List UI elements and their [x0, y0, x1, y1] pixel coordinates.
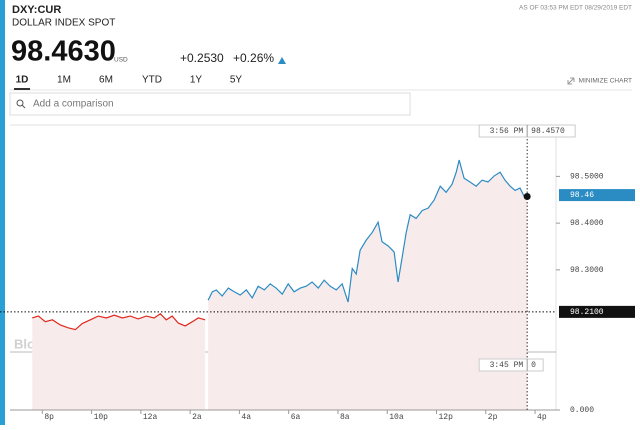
- volume-time: 3:45 PM: [490, 361, 524, 370]
- volume-value: 0: [531, 361, 536, 370]
- minimize-icon[interactable]: [567, 77, 575, 85]
- y-tick-label: 98.3000: [570, 266, 604, 275]
- search-placeholder[interactable]: Add a comparison: [33, 99, 114, 110]
- tab-underline: [14, 88, 30, 90]
- tab[interactable]: YTD: [142, 75, 162, 86]
- currency: USD: [114, 57, 128, 64]
- x-tick-label: 10p: [94, 413, 109, 422]
- x-tick-label: 12a: [143, 413, 158, 422]
- area: [32, 313, 206, 410]
- accent-bar: [0, 0, 5, 425]
- as-of: AS OF 03:53 PM EDT 08/29/2019 EDT: [519, 5, 632, 12]
- y-tick-label: 98.4000: [570, 219, 604, 228]
- y-tick-label: 98.5000: [570, 173, 604, 182]
- tab[interactable]: 1Y: [190, 75, 203, 86]
- up-arrow: [278, 57, 286, 64]
- x-tick-label: 4a: [241, 413, 251, 422]
- tab[interactable]: 6M: [99, 75, 113, 86]
- x-tick-label: 4p: [537, 413, 547, 422]
- x-tick-label: 10a: [389, 413, 404, 422]
- price: 98.4630: [11, 36, 116, 68]
- tab[interactable]: 1M: [57, 75, 71, 86]
- tab[interactable]: 1D: [16, 75, 29, 86]
- x-tick-label: 12p: [439, 413, 454, 422]
- last-price-tag: [559, 189, 635, 202]
- last-point: [523, 192, 531, 200]
- change: +0.2530: [180, 51, 224, 65]
- x-tick-label: 2p: [488, 413, 498, 422]
- crosshair-time: 3:56 PM: [490, 127, 524, 136]
- ticker: DXY:CUR: [12, 4, 61, 16]
- search-icon: [16, 99, 24, 107]
- search-icon: [21, 104, 26, 109]
- volume-axis-label: 0.000: [570, 406, 594, 415]
- x-tick-label: 2a: [192, 413, 202, 422]
- last-price-label: 98.46: [570, 191, 594, 200]
- plot: 8p 10p 12a 2a 4a 6a 8a 10a 12p 2p 4p 98.3000 98.4000…: [0, 124, 635, 422]
- tab[interactable]: 5Y: [230, 75, 243, 86]
- change-pct: +0.26%: [233, 51, 274, 65]
- x-tick-label: 6a: [291, 413, 301, 422]
- crosshair-price: 98.4570: [531, 127, 565, 136]
- minimize-button[interactable]: MINIMIZE CHART: [579, 78, 632, 85]
- instrument-name: DOLLAR INDEX SPOT: [12, 18, 115, 29]
- x-tick-label: 8a: [340, 413, 350, 422]
- x-tick-label: 8p: [44, 413, 54, 422]
- reference-tag: [559, 305, 635, 318]
- price-line: [32, 312, 206, 331]
- reference-label: 98.2100: [570, 308, 604, 317]
- area: [208, 160, 528, 410]
- search-box[interactable]: [9, 92, 411, 116]
- price-line: [207, 159, 528, 303]
